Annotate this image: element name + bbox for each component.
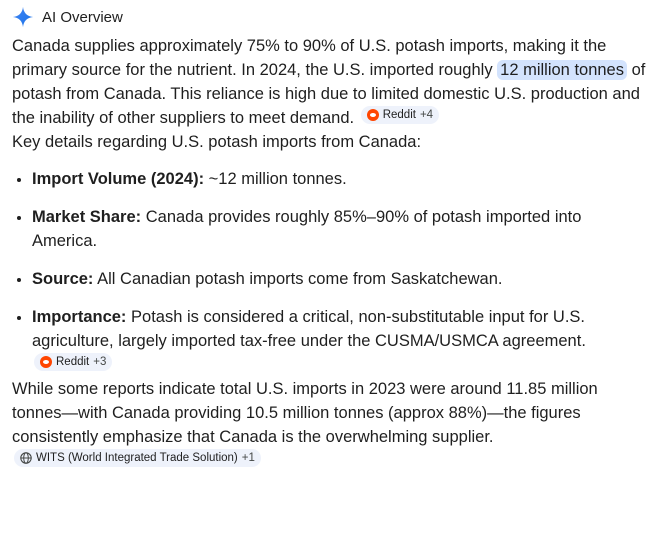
source-chip-count: +3 — [93, 356, 107, 368]
summary-text-start: Canada supplies approximately 75% to 90%… — [12, 37, 607, 79]
globe-icon — [20, 452, 32, 464]
source-chip-label: WITS (World Integrated Trade Solution) — [36, 452, 238, 464]
list-item: Market Share: Canada provides roughly 85… — [32, 205, 648, 253]
source-chip-label: Reddit — [382, 109, 416, 121]
closing-text: While some reports indicate total U.S. i… — [12, 380, 598, 446]
summary-paragraph: Canada supplies approximately 75% to 90%… — [12, 34, 648, 130]
details-list: Import Volume (2024): ~12 million tonnes… — [12, 167, 648, 377]
list-item: Import Volume (2024): ~12 million tonnes… — [32, 167, 648, 191]
closing-paragraph: While some reports indicate total U.S. i… — [12, 377, 648, 473]
list-item: Source: All Canadian potash imports come… — [32, 267, 648, 291]
source-chip-count: +4 — [419, 109, 434, 121]
list-item-term: Importance: — [32, 308, 127, 326]
source-chip-count: +1 — [241, 452, 255, 464]
highlighted-figure: 12 million tonnes — [497, 60, 627, 80]
list-item-text: ~12 million tonnes. — [204, 170, 347, 188]
source-chip-label: Reddit — [56, 356, 90, 368]
list-item-term: Import Volume (2024): — [32, 170, 205, 188]
reddit-icon — [366, 109, 379, 121]
list-item: Importance: Potash is considered a criti… — [32, 305, 648, 377]
list-item-text: Potash is considered a critical, non-sub… — [32, 308, 586, 350]
sparkle-icon — [12, 6, 34, 28]
source-chip-wits[interactable]: WITS (World Integrated Trade Solution) +… — [14, 449, 261, 467]
list-item-term: Market Share: — [32, 208, 142, 226]
ai-overview-title: AI Overview — [42, 8, 123, 26]
list-item-term: Source: — [32, 270, 94, 288]
source-chip-reddit[interactable]: Reddit +3 — [34, 353, 113, 371]
source-chip-reddit[interactable]: Reddit +4 — [360, 106, 440, 124]
reddit-icon — [40, 356, 52, 368]
list-item-text: All Canadian potash imports come from Sa… — [93, 270, 503, 288]
list-item-text: Canada provides roughly 85%–90% of potas… — [32, 208, 582, 250]
details-intro: Key details regarding U.S. potash import… — [12, 133, 422, 151]
ai-overview: AI Overview Canada supplies approximatel… — [0, 0, 660, 473]
ai-overview-header: AI Overview — [12, 0, 648, 34]
summary-text-end: of potash from Canada. This reliance is … — [12, 61, 646, 127]
